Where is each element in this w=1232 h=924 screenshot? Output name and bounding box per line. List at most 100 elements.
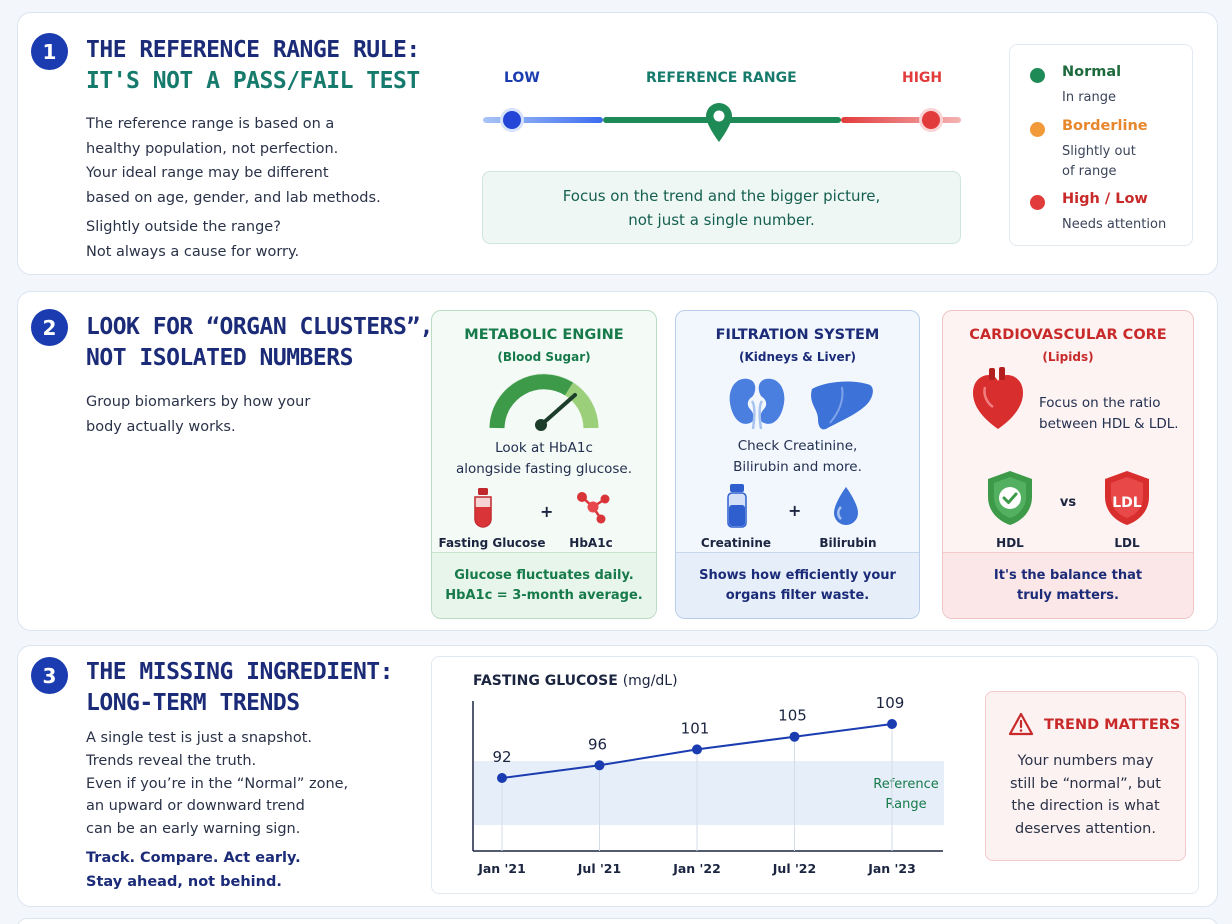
plus-sign: + xyxy=(540,502,554,521)
text-line: Track. Compare. Act early. xyxy=(86,850,301,866)
legend-title: Normal xyxy=(1062,64,1122,80)
shield-check-icon xyxy=(988,471,1032,525)
scale-bar-low xyxy=(483,117,603,123)
intro-paragraph: A single test is just a snapshot. Trends… xyxy=(86,727,348,841)
card-title: METABOLIC ENGINE xyxy=(464,327,624,343)
call-to-action: Track. Compare. Act early. Stay ahead, n… xyxy=(86,846,301,894)
x-tick-label: Jan '21 xyxy=(477,861,526,876)
section-long-term-trends: 3 THE MISSING INGREDIENT: LONG-TERM TREN… xyxy=(17,645,1218,907)
card-subtitle: (Lipids) xyxy=(1042,350,1094,364)
section-reference-range: 1 THE REFERENCE RANGE RULE: IT'S NOT A P… xyxy=(17,12,1218,275)
section-heading: THE REFERENCE RANGE RULE: IT'S NOT A PAS… xyxy=(86,35,420,97)
data-point xyxy=(692,744,702,755)
text-line: still be “normal”, but xyxy=(1009,775,1161,792)
text-line: body actually works. xyxy=(86,418,236,435)
heading-line-2: IT'S NOT A PASS/FAIL TEST xyxy=(86,68,420,94)
text-line: Even if you’re in the “Normal” zone, xyxy=(86,775,349,792)
reference-range-band xyxy=(474,761,944,825)
ldl-badge-text: LDL xyxy=(1112,495,1142,511)
trend-matters-callout: TREND MATTERS Your numbers may still be … xyxy=(985,691,1186,861)
x-tick-label: Jan '23 xyxy=(867,861,916,876)
legend-title: Borderline xyxy=(1062,118,1148,134)
plus-sign: + xyxy=(788,501,802,520)
data-point xyxy=(789,731,800,742)
text-line: between HDL & LDL. xyxy=(1039,416,1179,432)
molecule-icon xyxy=(577,492,610,524)
kidneys-icon xyxy=(729,378,785,430)
caption-hba1c: HbA1c xyxy=(569,536,613,550)
section-heading: LOOK FOR “ORGAN CLUSTERS”, NOT ISOLATED … xyxy=(86,312,434,374)
text-line: an upward or downward trend xyxy=(86,798,305,815)
text-line: It's the balance that xyxy=(993,568,1143,583)
heading-line-2: NOT ISOLATED NUMBERS xyxy=(86,345,353,371)
text-line: In range xyxy=(1062,90,1117,105)
text-line: Trends reveal the truth. xyxy=(86,752,257,769)
text-line: organs filter waste. xyxy=(725,588,870,603)
x-tick-label: Jan '22 xyxy=(672,861,721,876)
scale-label-reference: REFERENCE RANGE xyxy=(646,70,797,86)
section-heading: THE MISSING INGREDIENT: LONG-TERM TRENDS xyxy=(86,657,394,719)
scale-label-high: HIGH xyxy=(902,70,943,86)
text-line: Check Creatinine, xyxy=(737,438,858,454)
step-number-badge: 2 xyxy=(31,309,68,346)
blood-tube-icon xyxy=(474,488,492,528)
text-line: Not always a cause for worry. xyxy=(86,243,300,260)
scale-label-low: LOW xyxy=(504,70,540,86)
card-description: Look at HbA1c alongside fasting glucose. xyxy=(432,438,656,480)
chart-unit: (mg/dL) xyxy=(622,673,678,689)
card-description: Focus on the ratio between HDL & LDL. xyxy=(1033,393,1188,435)
data-label: 101 xyxy=(681,719,710,737)
trend-chart-card: FASTING GLUCOSE (mg/dL) Reference Range 92… xyxy=(431,656,1199,894)
caption-hdl: HDL xyxy=(996,536,1024,550)
intro-paragraph: Group biomarkers by how your body actual… xyxy=(86,390,310,439)
data-point xyxy=(497,773,507,783)
heart-icon xyxy=(973,367,1023,429)
card-subtitle: (Blood Sugar) xyxy=(497,350,591,364)
caption-fasting-glucose: Fasting Glucose xyxy=(438,536,546,550)
location-pin-icon xyxy=(706,103,732,142)
text-line: healthy population, not perfection. xyxy=(86,140,339,157)
next-section-edge xyxy=(17,918,1218,924)
card-footer: Shows how efficiently your organs filter… xyxy=(676,552,919,618)
card-cardiovascular-core: CARDIOVASCULAR CORE (Lipids) Focus on th… xyxy=(942,310,1194,619)
fasting-glucose-line-chart: Reference Range 92 Jan '21 96 Jul '21 101 Jan '… xyxy=(472,694,944,876)
chart-title-text: FASTING GLUCOSE xyxy=(473,673,618,689)
data-point xyxy=(887,719,897,729)
text-line: Bilirubin and more. xyxy=(733,459,862,475)
trend-title: TREND MATTERS xyxy=(1044,717,1181,733)
intro-paragraph: The reference range is based on a health… xyxy=(86,112,381,210)
heading-line-1: THE MISSING INGREDIENT: xyxy=(86,659,394,685)
text-line: based on age, gender, and lab methods. xyxy=(86,189,381,206)
card-footer: Glucose fluctuates daily. HbA1c = 3-mont… xyxy=(432,552,656,618)
section-organ-clusters: 2 LOOK FOR “ORGAN CLUSTERS”, NOT ISOLATE… xyxy=(17,291,1218,631)
high-marker-dot xyxy=(922,111,940,129)
chart-title: FASTING GLUCOSE (mg/dL) xyxy=(473,673,678,689)
text-line: truly matters. xyxy=(1017,588,1119,603)
text-line: not just a single number. xyxy=(628,211,815,229)
orange-dot-icon xyxy=(1030,122,1045,137)
low-marker-dot xyxy=(503,111,521,129)
card-metabolic-engine: METABOLIC ENGINE (Blood Sugar) Look at H… xyxy=(431,310,657,619)
trend-text: Your numbers may still be “normal”, but … xyxy=(986,750,1185,840)
card-filtration-system: FILTRATION SYSTEM (Kidneys & Liver) Chec… xyxy=(675,310,920,619)
card-title: CARDIOVASCULAR CORE xyxy=(969,327,1167,343)
step-number-badge: 3 xyxy=(31,657,68,694)
data-label: 92 xyxy=(492,748,511,766)
liver-icon xyxy=(811,381,873,430)
text-line: Focus on the ratio xyxy=(1039,395,1161,411)
card-description: Check Creatinine, Bilirubin and more. xyxy=(676,436,919,478)
text-line: Slightly outside the range? xyxy=(86,219,281,235)
warning-triangle-icon xyxy=(1008,712,1034,736)
text-line: alongside fasting glucose. xyxy=(455,461,633,477)
text-line: the direction is what xyxy=(1011,798,1160,814)
worry-paragraph: Slightly outside the range? Not always a… xyxy=(86,215,299,264)
text-line: Needs attention xyxy=(1062,217,1167,232)
card-title: FILTRATION SYSTEM xyxy=(715,327,880,343)
status-legend: Normal In range Borderline Slightly out … xyxy=(1009,44,1193,246)
text-line: The reference range is based on a xyxy=(86,116,335,132)
red-dot-icon xyxy=(1030,195,1045,210)
gauge-icon xyxy=(489,373,599,431)
legend-subtitle: Needs attention xyxy=(1062,215,1166,235)
versus-label: vs xyxy=(1059,495,1077,510)
legend-title: High / Low xyxy=(1062,191,1148,207)
